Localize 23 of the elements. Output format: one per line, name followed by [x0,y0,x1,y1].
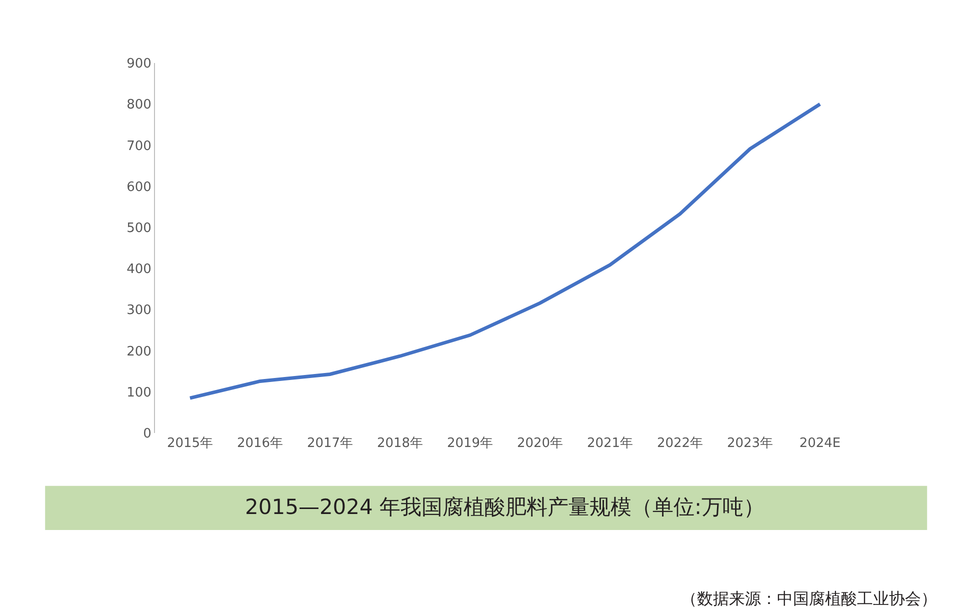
y-tick-label: 700 [126,138,152,154]
y-tick-label: 100 [126,385,152,400]
y-tick-label: 200 [126,344,152,360]
x-tick-label: 2024E [799,436,841,451]
x-tick-label: 2015年 [166,436,214,451]
y-tick-label: 0 [143,426,152,442]
x-tick-label: 2018年 [376,436,424,451]
x-tick-label: 2023年 [726,436,774,451]
y-tick-label: 900 [126,56,152,72]
text: （数据来源：中国腐植酸工业协会） [681,589,937,608]
y-tick-label: 300 [126,303,152,318]
x-tick-label: 2017年 [306,436,354,451]
y-tick-label: 500 [126,220,152,236]
y-tick-label: 600 [126,180,152,195]
y-tick-label: 400 [126,262,152,278]
text: 2015—2024 年我国腐植酸肥料产量规模（单位:万吨） [245,495,765,519]
x-tick-label: 2019年 [446,436,494,451]
y-tick-label: 800 [126,98,152,113]
x-tick-label: 2020年 [516,436,564,451]
x-tick-label: 2022年 [656,436,704,451]
x-tick-label: 2016年 [236,436,284,451]
line-series [188,102,822,400]
x-tick-label: 2021年 [586,436,634,451]
